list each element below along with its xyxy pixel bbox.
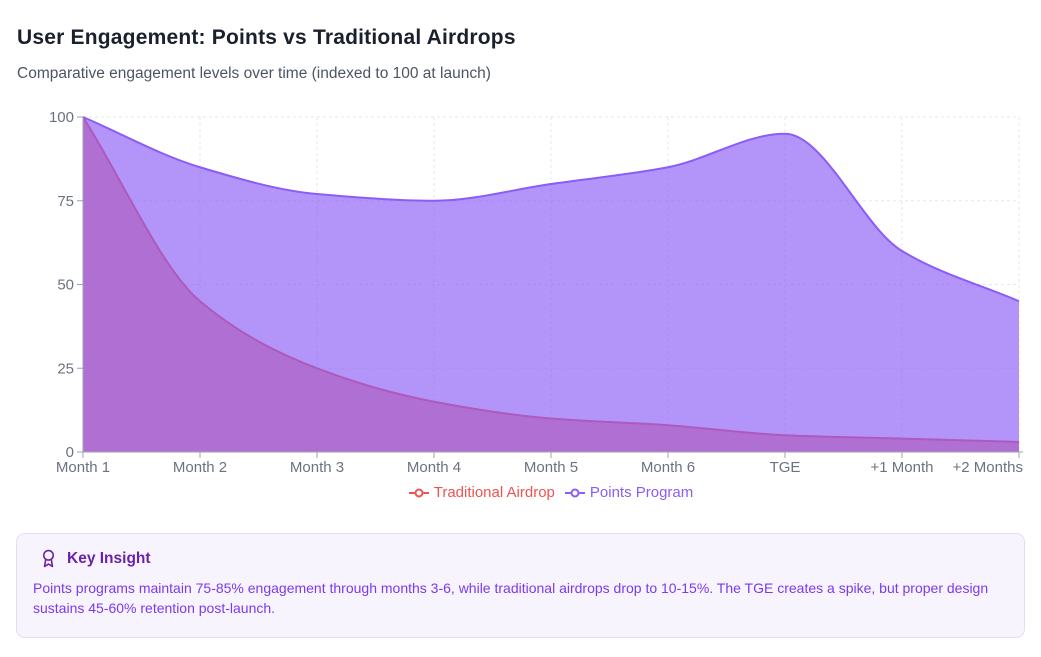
x-tick-label: +2 Months	[953, 459, 1023, 476]
x-tick-label: Month 3	[290, 459, 344, 476]
key-insight-card: Key Insight Points programs maintain 75-…	[16, 533, 1025, 638]
y-tick-label: 75	[57, 193, 74, 210]
y-tick-label: 100	[49, 109, 74, 126]
engagement-area-chart[interactable]: 0 25 50 75 100 Month 1 Month 2 Month 3 Month 4 Mo…	[0, 0, 1041, 478]
y-tick-label: 0	[66, 444, 74, 461]
legend-item-points-program[interactable]: Points Program	[564, 484, 694, 501]
legend-label-traditional-airdrop: Traditional Airdrop	[433, 484, 555, 501]
line-marker-icon	[408, 488, 429, 497]
legend-label-points-program: Points Program	[589, 484, 694, 501]
x-tick-label: Month 5	[524, 459, 578, 476]
insight-body: Points programs maintain 75-85% engageme…	[33, 580, 989, 616]
page-title: User Engagement: Points vs Traditional A…	[17, 26, 516, 49]
x-tick-label: TGE	[770, 459, 801, 476]
line-marker-icon	[564, 488, 585, 497]
y-tick-label: 50	[57, 277, 74, 294]
series-area-points-program	[83, 117, 1019, 452]
legend-item-traditional-airdrop[interactable]: Traditional Airdrop	[408, 484, 555, 501]
page-subtitle: Comparative engagement levels over time …	[17, 65, 491, 82]
y-tick-label: 25	[57, 360, 74, 377]
x-tick-label: +1 Month	[871, 459, 934, 476]
x-tick-label: Month 4	[407, 459, 461, 476]
insight-header: Key Insight	[39, 549, 1008, 568]
x-tick-label: Month 2	[173, 459, 227, 476]
insight-title: Key Insight	[67, 549, 151, 567]
award-icon	[42, 549, 55, 568]
x-tick-label: Month 6	[641, 459, 695, 476]
chart-legend: Traditional Airdrop Points Program	[83, 484, 1019, 501]
series-line-points-program	[82, 116, 1020, 303]
x-tick-label: Month 1	[56, 459, 110, 476]
